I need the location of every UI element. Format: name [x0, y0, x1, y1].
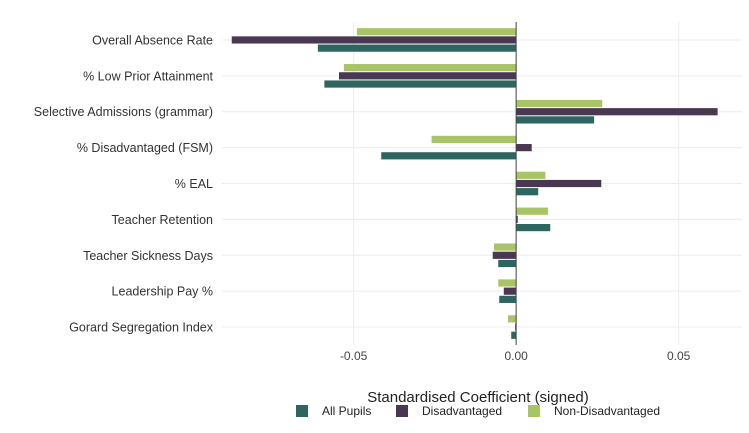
category-label: Overall Absence Rate — [92, 33, 213, 47]
bar-disadvantaged — [516, 179, 602, 188]
bar-disadvantaged — [516, 144, 532, 152]
category-label: Teacher Retention — [112, 213, 214, 227]
legend-label-non-disadvantaged: Non-Disadvantaged — [554, 404, 660, 418]
bar-disadvantaged — [503, 287, 517, 295]
legend: All Pupils Disadvantaged Non-Disadvantaged — [296, 404, 660, 418]
category-label: Teacher Sickness Days — [83, 249, 213, 263]
bar-all-pupils — [324, 80, 517, 88]
legend-label-disadvantaged: Disadvantaged — [422, 404, 502, 418]
bar-disadvantaged — [516, 108, 718, 116]
bar-all-pupils — [381, 152, 517, 160]
bar-non-disadvantaged — [498, 279, 517, 287]
bar-non-disadvantaged — [494, 243, 517, 251]
x-tick-label: 0.05 — [667, 349, 691, 363]
legend-swatch-disadvantaged — [396, 405, 408, 417]
bar-all-pupils — [516, 116, 595, 124]
category-label: Leadership Pay % — [112, 285, 213, 299]
bar-non-disadvantaged — [343, 64, 517, 72]
bar-all-pupils — [516, 188, 539, 196]
bar-non-disadvantaged — [516, 207, 548, 215]
legend-swatch-all-pupils — [296, 405, 308, 417]
bar-disadvantaged — [492, 251, 517, 259]
bar-all-pupils — [499, 295, 517, 303]
bar-all-pupils — [317, 44, 517, 52]
bar-non-disadvantaged — [508, 315, 517, 323]
category-labels: Overall Absence Rate % Low Prior Attainme… — [34, 33, 214, 334]
legend-swatch-non-disadvantaged — [528, 405, 540, 417]
bar-all-pupils — [498, 259, 517, 268]
category-label: Gorard Segregation Index — [69, 321, 214, 335]
category-label: % EAL — [175, 177, 213, 191]
bar-non-disadvantaged — [516, 171, 546, 179]
x-tick-label: 0.00 — [504, 349, 528, 363]
bar-non-disadvantaged — [516, 99, 603, 108]
bar-all-pupils — [511, 331, 517, 339]
bar-non-disadvantaged — [356, 28, 517, 36]
bar-all-pupils — [516, 223, 551, 232]
bar-non-disadvantaged — [431, 135, 517, 144]
bars — [231, 28, 718, 339]
x-tick-labels: -0.05 0.00 0.05 — [340, 349, 691, 363]
bar-disadvantaged — [339, 72, 517, 80]
bar-disadvantaged — [516, 215, 518, 223]
bar-disadvantaged — [231, 36, 517, 44]
x-tick-label: -0.05 — [340, 349, 368, 363]
x-axis-title: Standardised Coefficient (signed) — [367, 389, 589, 406]
category-label: % Disadvantaged (FSM) — [77, 141, 213, 155]
category-label: Selective Admissions (grammar) — [34, 105, 213, 119]
legend-label-all-pupils: All Pupils — [322, 404, 371, 418]
category-label: % Low Prior Attainment — [83, 69, 213, 83]
